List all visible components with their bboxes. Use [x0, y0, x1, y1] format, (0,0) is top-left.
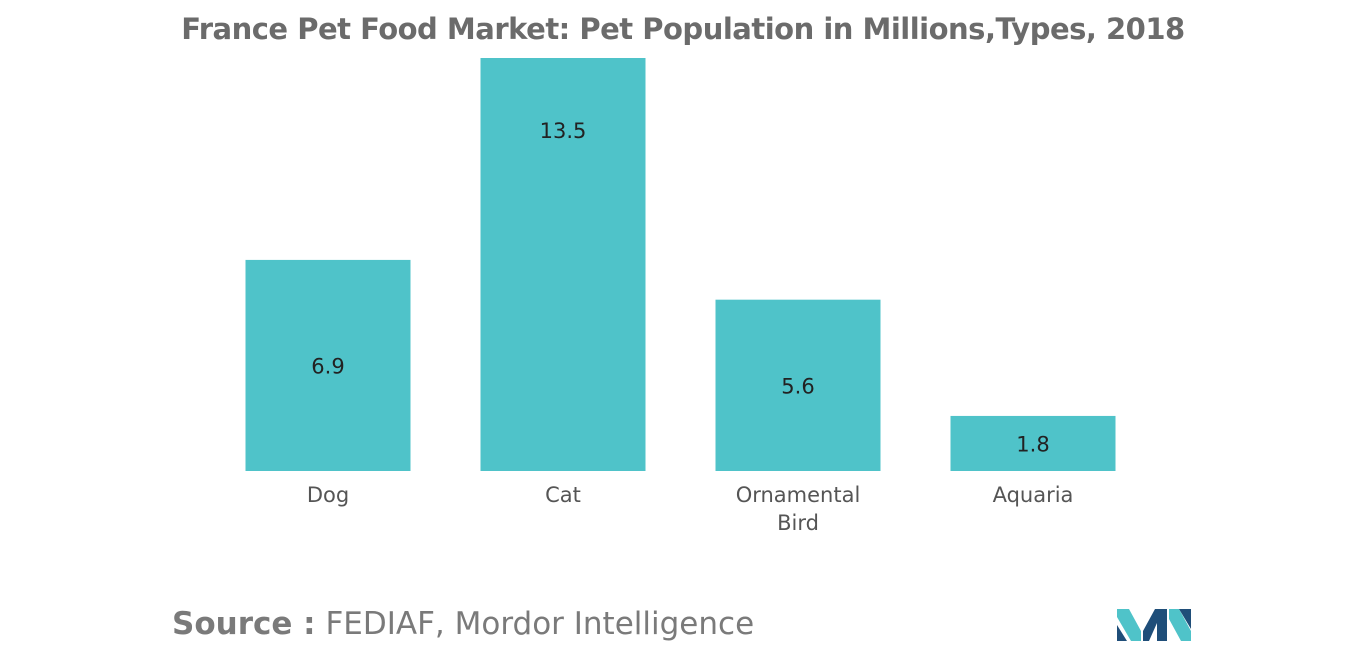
- bar-1: [480, 58, 646, 471]
- bars-layer: [245, 58, 1116, 471]
- bar-chart: 6.9 13.5 5.6 1.8 Dog Cat Ornamental Bird Aquari…: [245, 58, 1116, 535]
- x-tick-label-2-line-1: Bird: [777, 511, 819, 535]
- x-tick-label-0: Dog: [307, 483, 349, 507]
- bar-0: [245, 259, 411, 471]
- source-label: Source :: [172, 606, 316, 642]
- x-tick-label-2-line-0: Ornamental: [736, 483, 861, 507]
- data-label-3: 1.8: [1016, 432, 1049, 456]
- source-text: FEDIAF, Mordor Intelligence: [325, 606, 755, 642]
- x-tick-label-1: Cat: [545, 483, 581, 507]
- data-label-2: 5.6: [781, 374, 814, 398]
- x-tick-labels-layer: Dog Cat Ornamental Bird Aquaria: [307, 483, 1074, 535]
- data-labels-layer: 6.9 13.5 5.6 1.8: [311, 119, 1049, 456]
- x-tick-label-3: Aquaria: [993, 483, 1074, 507]
- data-label-1: 13.5: [540, 119, 587, 143]
- mordor-intelligence-logo-icon: [1117, 609, 1191, 641]
- bar-2: [715, 299, 881, 471]
- bar-3: [950, 415, 1116, 471]
- source-note: Source : FEDIAF, Mordor Intelligence: [172, 606, 754, 642]
- data-label-0: 6.9: [311, 354, 344, 378]
- chart-title: France Pet Food Market: Pet Population i…: [181, 12, 1185, 46]
